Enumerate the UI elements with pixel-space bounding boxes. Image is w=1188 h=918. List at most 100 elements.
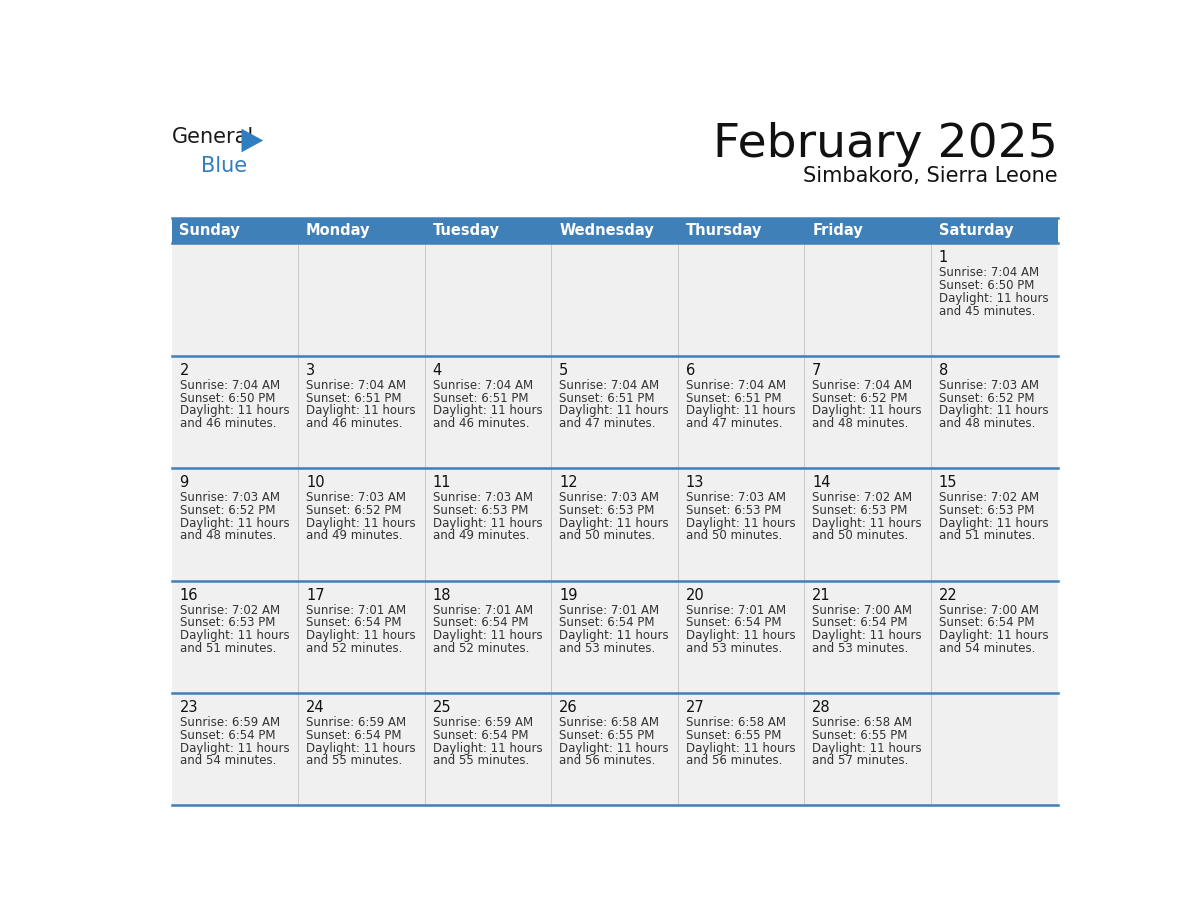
Text: Daylight: 11 hours: Daylight: 11 hours [560,742,669,755]
Text: Sunset: 6:54 PM: Sunset: 6:54 PM [179,729,274,742]
Text: Sunrise: 6:58 AM: Sunrise: 6:58 AM [813,716,912,729]
Bar [551,356,678,468]
Text: 8: 8 [939,363,948,377]
Text: Thursday: Thursday [685,223,762,238]
Text: and 48 minutes.: and 48 minutes. [179,530,276,543]
Text: and 50 minutes.: and 50 minutes. [560,530,656,543]
Text: 25: 25 [432,700,451,715]
Bar [425,218,551,243]
Text: Sunrise: 7:04 AM: Sunrise: 7:04 AM [939,266,1038,279]
Text: and 56 minutes.: and 56 minutes. [560,755,656,767]
Text: 14: 14 [813,476,830,490]
Text: 6: 6 [685,363,695,377]
Text: Sunrise: 7:02 AM: Sunrise: 7:02 AM [813,491,912,504]
Text: Daylight: 11 hours: Daylight: 11 hours [432,517,542,530]
Bar [172,356,298,468]
Text: Sunrise: 7:04 AM: Sunrise: 7:04 AM [685,379,785,392]
Text: and 55 minutes.: and 55 minutes. [307,755,403,767]
Text: and 54 minutes.: and 54 minutes. [179,755,276,767]
Text: Sunset: 6:53 PM: Sunset: 6:53 PM [560,504,655,517]
Text: and 55 minutes.: and 55 minutes. [432,755,529,767]
Text: and 53 minutes.: and 53 minutes. [560,642,656,655]
Text: Sunset: 6:55 PM: Sunset: 6:55 PM [685,729,781,742]
Text: Sunset: 6:51 PM: Sunset: 6:51 PM [432,392,529,405]
Bar [298,693,425,805]
Bar [931,468,1057,580]
Polygon shape [241,129,264,152]
Text: Daylight: 11 hours: Daylight: 11 hours [307,629,416,642]
Text: Sunrise: 7:04 AM: Sunrise: 7:04 AM [813,379,912,392]
Text: Sunset: 6:54 PM: Sunset: 6:54 PM [307,616,402,630]
Text: Sunrise: 6:59 AM: Sunrise: 6:59 AM [179,716,279,729]
Text: Daylight: 11 hours: Daylight: 11 hours [813,404,922,418]
Text: 21: 21 [813,588,830,602]
Bar [804,356,931,468]
Text: and 50 minutes.: and 50 minutes. [813,530,909,543]
Text: Daylight: 11 hours: Daylight: 11 hours [179,629,289,642]
Text: and 51 minutes.: and 51 minutes. [179,642,276,655]
Bar [298,356,425,468]
Text: 24: 24 [307,700,324,715]
Bar [172,693,298,805]
Bar [298,580,425,693]
Text: Tuesday: Tuesday [432,223,500,238]
Text: 13: 13 [685,476,704,490]
Text: 11: 11 [432,476,451,490]
Text: and 50 minutes.: and 50 minutes. [685,530,782,543]
Text: Daylight: 11 hours: Daylight: 11 hours [179,404,289,418]
Text: Daylight: 11 hours: Daylight: 11 hours [179,742,289,755]
Text: Sunset: 6:52 PM: Sunset: 6:52 PM [307,504,402,517]
Text: Simbakoro, Sierra Leone: Simbakoro, Sierra Leone [803,166,1057,186]
Bar [678,693,804,805]
Bar [804,218,931,243]
Text: Sunset: 6:52 PM: Sunset: 6:52 PM [179,504,274,517]
Bar [931,356,1057,468]
Text: Sunset: 6:54 PM: Sunset: 6:54 PM [432,729,529,742]
Text: Daylight: 11 hours: Daylight: 11 hours [939,404,1048,418]
Text: Sunset: 6:54 PM: Sunset: 6:54 PM [560,616,655,630]
Bar [678,468,804,580]
Text: Sunset: 6:54 PM: Sunset: 6:54 PM [307,729,402,742]
Text: Sunrise: 7:00 AM: Sunrise: 7:00 AM [813,604,912,617]
Text: Daylight: 11 hours: Daylight: 11 hours [939,292,1048,305]
Bar [678,218,804,243]
Text: Sunrise: 7:03 AM: Sunrise: 7:03 AM [560,491,659,504]
Text: Sunset: 6:52 PM: Sunset: 6:52 PM [939,392,1035,405]
Text: Sunrise: 7:03 AM: Sunrise: 7:03 AM [432,491,532,504]
Text: Sunrise: 7:01 AM: Sunrise: 7:01 AM [560,604,659,617]
Text: Blue: Blue [201,156,247,176]
Text: Sunset: 6:50 PM: Sunset: 6:50 PM [179,392,274,405]
Text: Saturday: Saturday [939,223,1013,238]
Text: Daylight: 11 hours: Daylight: 11 hours [685,404,795,418]
Bar [551,243,678,356]
Text: Sunrise: 7:02 AM: Sunrise: 7:02 AM [939,491,1038,504]
Text: Sunset: 6:53 PM: Sunset: 6:53 PM [939,504,1034,517]
Text: and 53 minutes.: and 53 minutes. [685,642,782,655]
Text: Sunset: 6:51 PM: Sunset: 6:51 PM [685,392,782,405]
Text: and 57 minutes.: and 57 minutes. [813,755,909,767]
Text: Sunset: 6:53 PM: Sunset: 6:53 PM [432,504,527,517]
Text: Friday: Friday [813,223,862,238]
Bar [678,243,804,356]
Text: Daylight: 11 hours: Daylight: 11 hours [432,404,542,418]
Text: 3: 3 [307,363,315,377]
Text: Daylight: 11 hours: Daylight: 11 hours [813,517,922,530]
Text: 4: 4 [432,363,442,377]
Bar [931,218,1057,243]
Text: Sunrise: 6:58 AM: Sunrise: 6:58 AM [560,716,659,729]
Text: and 46 minutes.: and 46 minutes. [432,417,529,430]
Text: 1: 1 [939,251,948,265]
Text: 7: 7 [813,363,822,377]
Text: 2: 2 [179,363,189,377]
Text: Sunset: 6:54 PM: Sunset: 6:54 PM [813,616,908,630]
Text: Sunrise: 7:01 AM: Sunrise: 7:01 AM [307,604,406,617]
Text: and 51 minutes.: and 51 minutes. [939,530,1035,543]
Text: February 2025: February 2025 [713,122,1057,167]
Text: Sunset: 6:54 PM: Sunset: 6:54 PM [432,616,529,630]
Text: Sunrise: 7:03 AM: Sunrise: 7:03 AM [939,379,1038,392]
Text: Sunrise: 7:03 AM: Sunrise: 7:03 AM [307,491,406,504]
Text: Sunrise: 7:00 AM: Sunrise: 7:00 AM [939,604,1038,617]
Bar [425,693,551,805]
Text: Sunset: 6:54 PM: Sunset: 6:54 PM [685,616,782,630]
Text: Daylight: 11 hours: Daylight: 11 hours [813,742,922,755]
